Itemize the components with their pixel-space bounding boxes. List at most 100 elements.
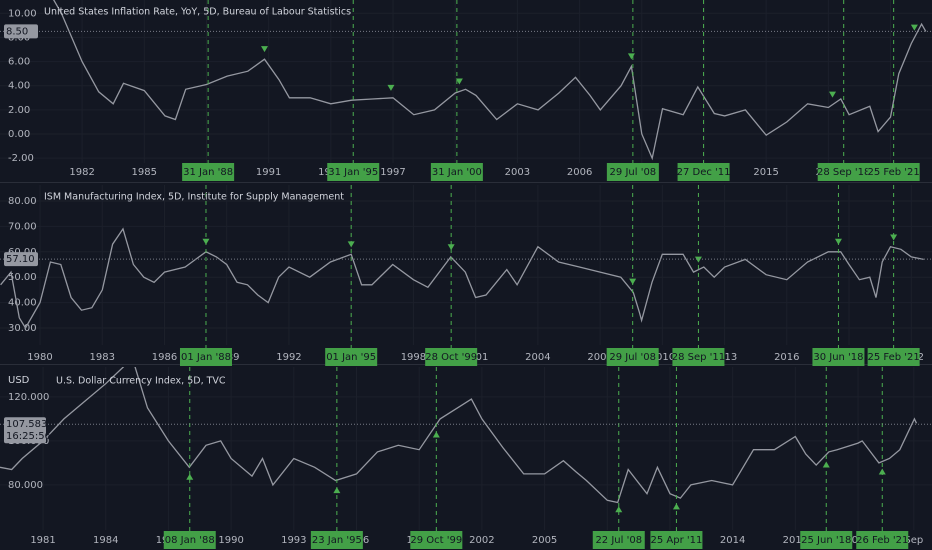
marker-label: 23 Jan '95 bbox=[312, 535, 362, 546]
y-tick-label: 120.000 bbox=[8, 392, 49, 403]
marker-label: 25 Jun '18 bbox=[801, 535, 851, 546]
marker-label: 28 Sep '18 bbox=[817, 167, 870, 178]
series-line bbox=[0, 227, 924, 330]
last-value-box bbox=[4, 417, 46, 444]
signal-arrow bbox=[432, 431, 440, 438]
x-tick-label: 1982 bbox=[69, 167, 94, 178]
marker-box bbox=[606, 163, 659, 181]
x-tick-label: 1981 bbox=[30, 535, 55, 546]
marker-box bbox=[672, 348, 725, 366]
marker-box bbox=[817, 163, 870, 181]
marker-box bbox=[310, 531, 363, 549]
marker-box bbox=[650, 531, 703, 549]
signal-arrow bbox=[694, 256, 702, 263]
marker-label: 08 Jan '88 bbox=[165, 535, 215, 546]
x-tick-label: 2017 bbox=[783, 535, 808, 546]
y-tick-label: -2.00 bbox=[8, 153, 34, 164]
x-tick-label: 2004 bbox=[525, 352, 550, 363]
x-tick-label: 2005 bbox=[532, 535, 557, 546]
marker-label: 01 Jan '95 bbox=[326, 352, 376, 363]
marker-label: 26 Feb '21 bbox=[856, 535, 908, 546]
signal-arrow bbox=[828, 91, 836, 98]
marker-label: 28 Sep '11 bbox=[672, 352, 725, 363]
signal-arrow bbox=[627, 53, 635, 60]
pane-title: ISM Manufacturing Index, 5D, Institute f… bbox=[44, 192, 344, 203]
signal-arrow bbox=[822, 461, 830, 468]
marker-label: 29 Jul '08 bbox=[610, 167, 657, 178]
countdown-label: 16:25:56 bbox=[6, 431, 51, 442]
y-tick-label: 6.00 bbox=[8, 57, 30, 68]
signal-arrow bbox=[834, 238, 842, 245]
marker-label: 31 Jan '88 bbox=[183, 167, 233, 178]
last-value-box bbox=[4, 252, 38, 267]
x-tick-label: 1991 bbox=[256, 167, 281, 178]
series-line bbox=[0, 367, 918, 504]
x-tick-label: 1998 bbox=[401, 352, 426, 363]
x-tick-label: 1983 bbox=[90, 352, 115, 363]
x-tick-label: 1984 bbox=[93, 535, 118, 546]
series-line bbox=[53, 0, 927, 161]
x-tick-label: 2016 bbox=[774, 352, 799, 363]
marker-box bbox=[179, 348, 232, 366]
marker-box bbox=[867, 348, 920, 366]
marker-label: 22 Jul '08 bbox=[595, 535, 642, 546]
x-tick-label: 1990 bbox=[218, 535, 243, 546]
y-tick-label: 30.00 bbox=[8, 323, 37, 334]
marker-label: 25 Apr '11 bbox=[651, 535, 703, 546]
x-tick-label: 2007 bbox=[587, 352, 612, 363]
x-tick-label: 2010 bbox=[650, 352, 675, 363]
marker-box bbox=[592, 531, 645, 549]
marker-label: 29 Jul '08 bbox=[609, 352, 656, 363]
marker-box bbox=[867, 163, 920, 181]
x-tick-label: 1985 bbox=[132, 167, 157, 178]
signal-arrow bbox=[202, 238, 210, 245]
signal-arrow bbox=[333, 487, 341, 494]
signal-arrow bbox=[186, 473, 194, 480]
marker-box bbox=[800, 531, 853, 549]
signal-arrow bbox=[890, 234, 898, 241]
marker-box bbox=[327, 163, 380, 181]
y-tick-label: 0.00 bbox=[8, 129, 30, 140]
x-tick-label: 2003 bbox=[505, 167, 530, 178]
marker-label: 30 Jun '18 bbox=[813, 352, 863, 363]
y-tick-label: 80.00 bbox=[8, 196, 37, 207]
marker-box bbox=[425, 348, 478, 366]
last-value-label: 8.50 bbox=[6, 26, 28, 37]
signal-arrow bbox=[629, 278, 637, 285]
marker-box bbox=[812, 348, 865, 366]
x-tick-label: 1993 bbox=[281, 535, 306, 546]
x-tick-label: 2015 bbox=[753, 167, 778, 178]
x-tick-label: 2013 bbox=[712, 352, 737, 363]
marker-label: 31 Jan '95 bbox=[328, 167, 378, 178]
marker-box bbox=[410, 531, 463, 549]
pane-title: United States Inflation Rate, YoY, 5D, B… bbox=[44, 7, 351, 18]
last-value-label: 107.583 bbox=[6, 419, 47, 430]
marker-box bbox=[606, 348, 659, 366]
marker-label: 29 Oct '99 bbox=[410, 535, 462, 546]
x-tick-label: 1997 bbox=[380, 167, 405, 178]
marker-label: 25 Feb '21 bbox=[867, 352, 919, 363]
y-tick-label: 4.00 bbox=[8, 81, 30, 92]
marker-label: 27 Dec '11 bbox=[677, 167, 731, 178]
marker-label: 25 Feb '21 bbox=[868, 167, 920, 178]
last-value-box bbox=[4, 24, 38, 39]
marker-box bbox=[163, 531, 216, 549]
marker-box bbox=[182, 163, 235, 181]
signal-arrow bbox=[672, 503, 680, 510]
x-tick-label: 2014 bbox=[720, 535, 745, 546]
marker-label: 01 Jan '88 bbox=[181, 352, 231, 363]
pane-title: U.S. Dollar Currency Index, 5D, TVC bbox=[56, 376, 226, 387]
signal-arrow bbox=[878, 468, 886, 475]
marker-box bbox=[856, 531, 909, 549]
y-tick-label: 10.00 bbox=[8, 8, 37, 19]
y-tick-label: 70.00 bbox=[8, 221, 37, 232]
marker-box bbox=[677, 163, 730, 181]
signal-arrow bbox=[615, 506, 623, 513]
marker-label: 31 Jan '00 bbox=[432, 167, 482, 178]
x-tick-label: 1986 bbox=[152, 352, 177, 363]
signal-arrow bbox=[261, 46, 269, 53]
y-tick-label: 80.000 bbox=[8, 480, 43, 491]
marker-label: 28 Oct '99 bbox=[425, 352, 477, 363]
